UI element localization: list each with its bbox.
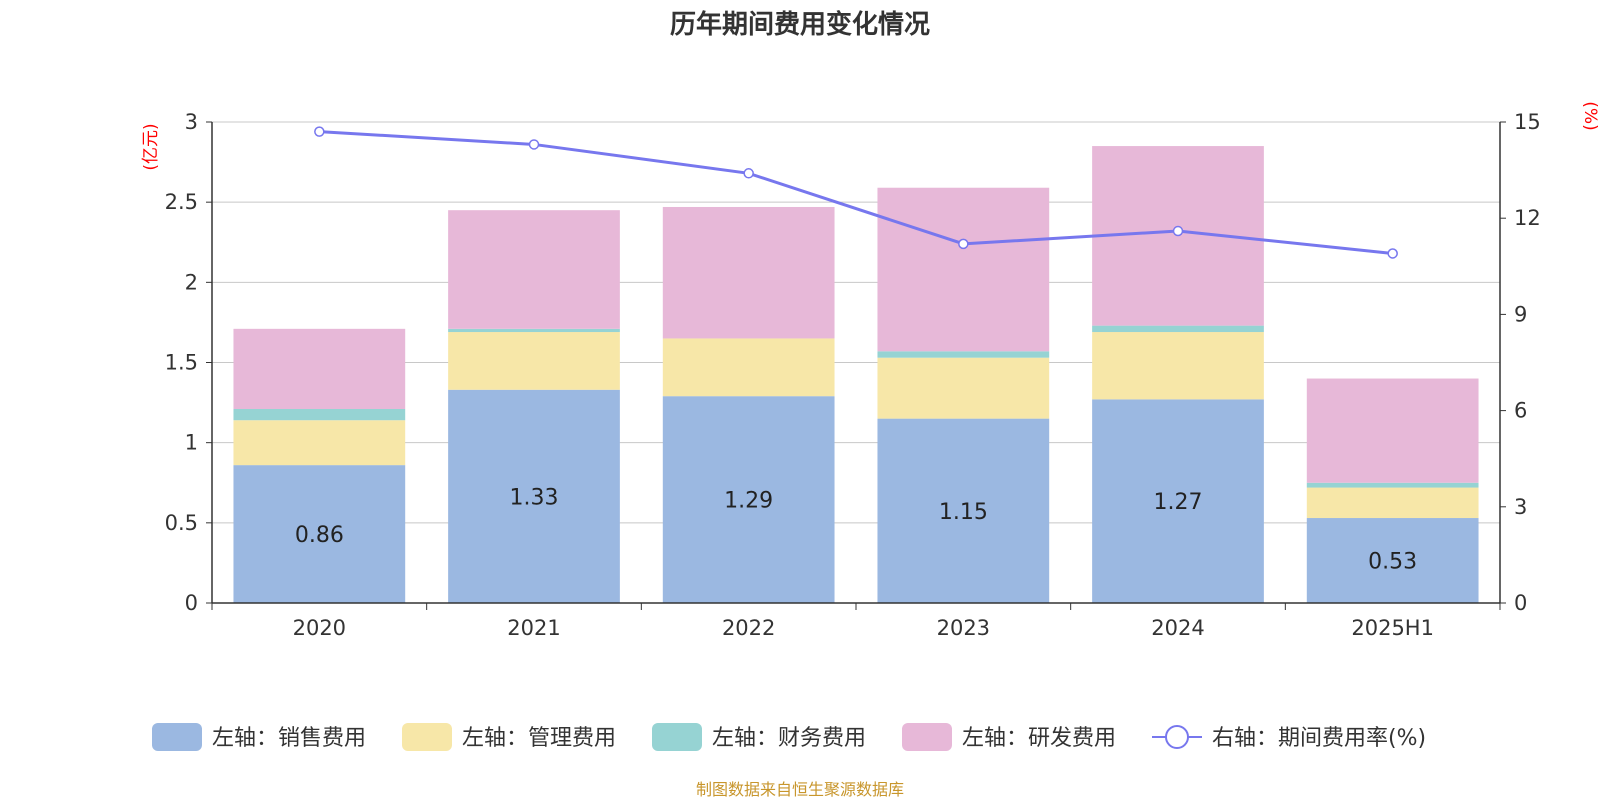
rate-point: [1172, 225, 1184, 237]
rate-line: [319, 130, 1393, 255]
legend-label: 右轴：期间费用率(%): [1212, 726, 1426, 751]
rate-point: [528, 139, 540, 150]
data-label: 1.15: [939, 500, 988, 525]
bar-segment: [662, 338, 835, 397]
source-note: 制图数据来自恒生聚源数据库: [695, 780, 904, 799]
rate-point: [958, 238, 969, 250]
bar-segment: [1092, 325, 1264, 333]
bar-series: [233, 146, 1479, 603]
legend: 左轴：销售费用 左轴：管理费用 左轴：财务费用 左轴：研发费用 右轴：期间费用率(%): [152, 723, 1426, 751]
y-right-tick-label: 15: [1514, 110, 1541, 134]
data-label: 1.29: [724, 489, 773, 514]
legend-label: 左轴：管理费用: [462, 726, 616, 751]
data-label: 0.86: [295, 523, 344, 548]
legend-label: 左轴：研发费用: [962, 726, 1116, 751]
bar-segment: [448, 332, 620, 390]
bar-segment: [662, 206, 835, 339]
y-right-tick-label: 9: [1514, 302, 1527, 326]
chart-title: 历年期间费用变化情况: [669, 10, 930, 40]
legend-swatch-marker: [1165, 725, 1189, 749]
y-left-tick-label: 0: [185, 591, 198, 615]
x-tick-label: 2024: [1151, 616, 1204, 640]
bar-segment: [1306, 378, 1479, 483]
bar-segment: [233, 408, 406, 421]
data-label: 1.27: [1154, 490, 1203, 515]
y-left-tick-label: 1.5: [165, 351, 198, 375]
line-series: [314, 126, 1398, 259]
bar-segment: [877, 418, 1050, 603]
bar-segment: [662, 396, 835, 603]
x-tick-label: 2025H1: [1351, 616, 1434, 640]
x-tick-label: 2022: [722, 616, 775, 640]
legend-swatch: [152, 723, 202, 751]
bar-segment: [877, 351, 1050, 358]
axes: 0 0.5 1 1.5 2 2.5 3 0 3 6 9 12 15 (亿元) (%) 2020 2021 2022…: [141, 101, 1600, 640]
bar-segment: [877, 357, 1050, 419]
rate-point: [743, 168, 754, 179]
legend-label: 左轴：销售费用: [212, 726, 366, 751]
y-left-tick-label: 0.5: [165, 511, 198, 535]
bar-segment: [448, 210, 620, 329]
y-left-tick-label: 2: [185, 270, 198, 294]
x-tick-label: 2021: [507, 616, 560, 640]
bar-segment: [1306, 518, 1479, 603]
bar-segment: [1092, 399, 1264, 603]
legend-swatch: [652, 723, 702, 751]
y-left-axis-title: (亿元): [141, 123, 161, 170]
x-tick-label: 2020: [293, 616, 346, 640]
x-tick-label: 2023: [937, 616, 990, 640]
y-right-axis-title: (%): [1580, 101, 1600, 130]
data-label: 1.33: [510, 485, 559, 510]
y-left-tick-label: 3: [185, 110, 198, 134]
rate-point: [1387, 248, 1398, 259]
y-right-tick-label: 3: [1514, 495, 1527, 519]
data-labels: 0.86 1.33 1.29 1.15 1.27 0.53: [295, 485, 1417, 574]
y-left-tick-label: 1: [185, 431, 198, 455]
bar-segment: [448, 389, 620, 603]
bar-segment: [1092, 332, 1264, 400]
bar-segment: [233, 465, 406, 603]
bar-segment: [1306, 482, 1479, 488]
legend-swatch: [402, 723, 452, 751]
bar-segment: [1306, 487, 1479, 519]
bar-segment: [233, 328, 406, 409]
bar-segment: [877, 187, 1050, 352]
y-right-tick-label: 0: [1514, 591, 1527, 615]
legend-label: 左轴：财务费用: [712, 726, 866, 751]
bar-segment: [233, 420, 406, 466]
y-right-tick-label: 12: [1514, 206, 1541, 230]
legend-swatch: [902, 723, 952, 751]
grid-lines: [212, 121, 1500, 524]
y-right-tick-label: 6: [1514, 399, 1527, 423]
rate-point: [314, 126, 325, 137]
data-label: 0.53: [1368, 550, 1417, 575]
bar-segment: [448, 328, 620, 333]
y-left-tick-label: 2.5: [165, 190, 198, 214]
